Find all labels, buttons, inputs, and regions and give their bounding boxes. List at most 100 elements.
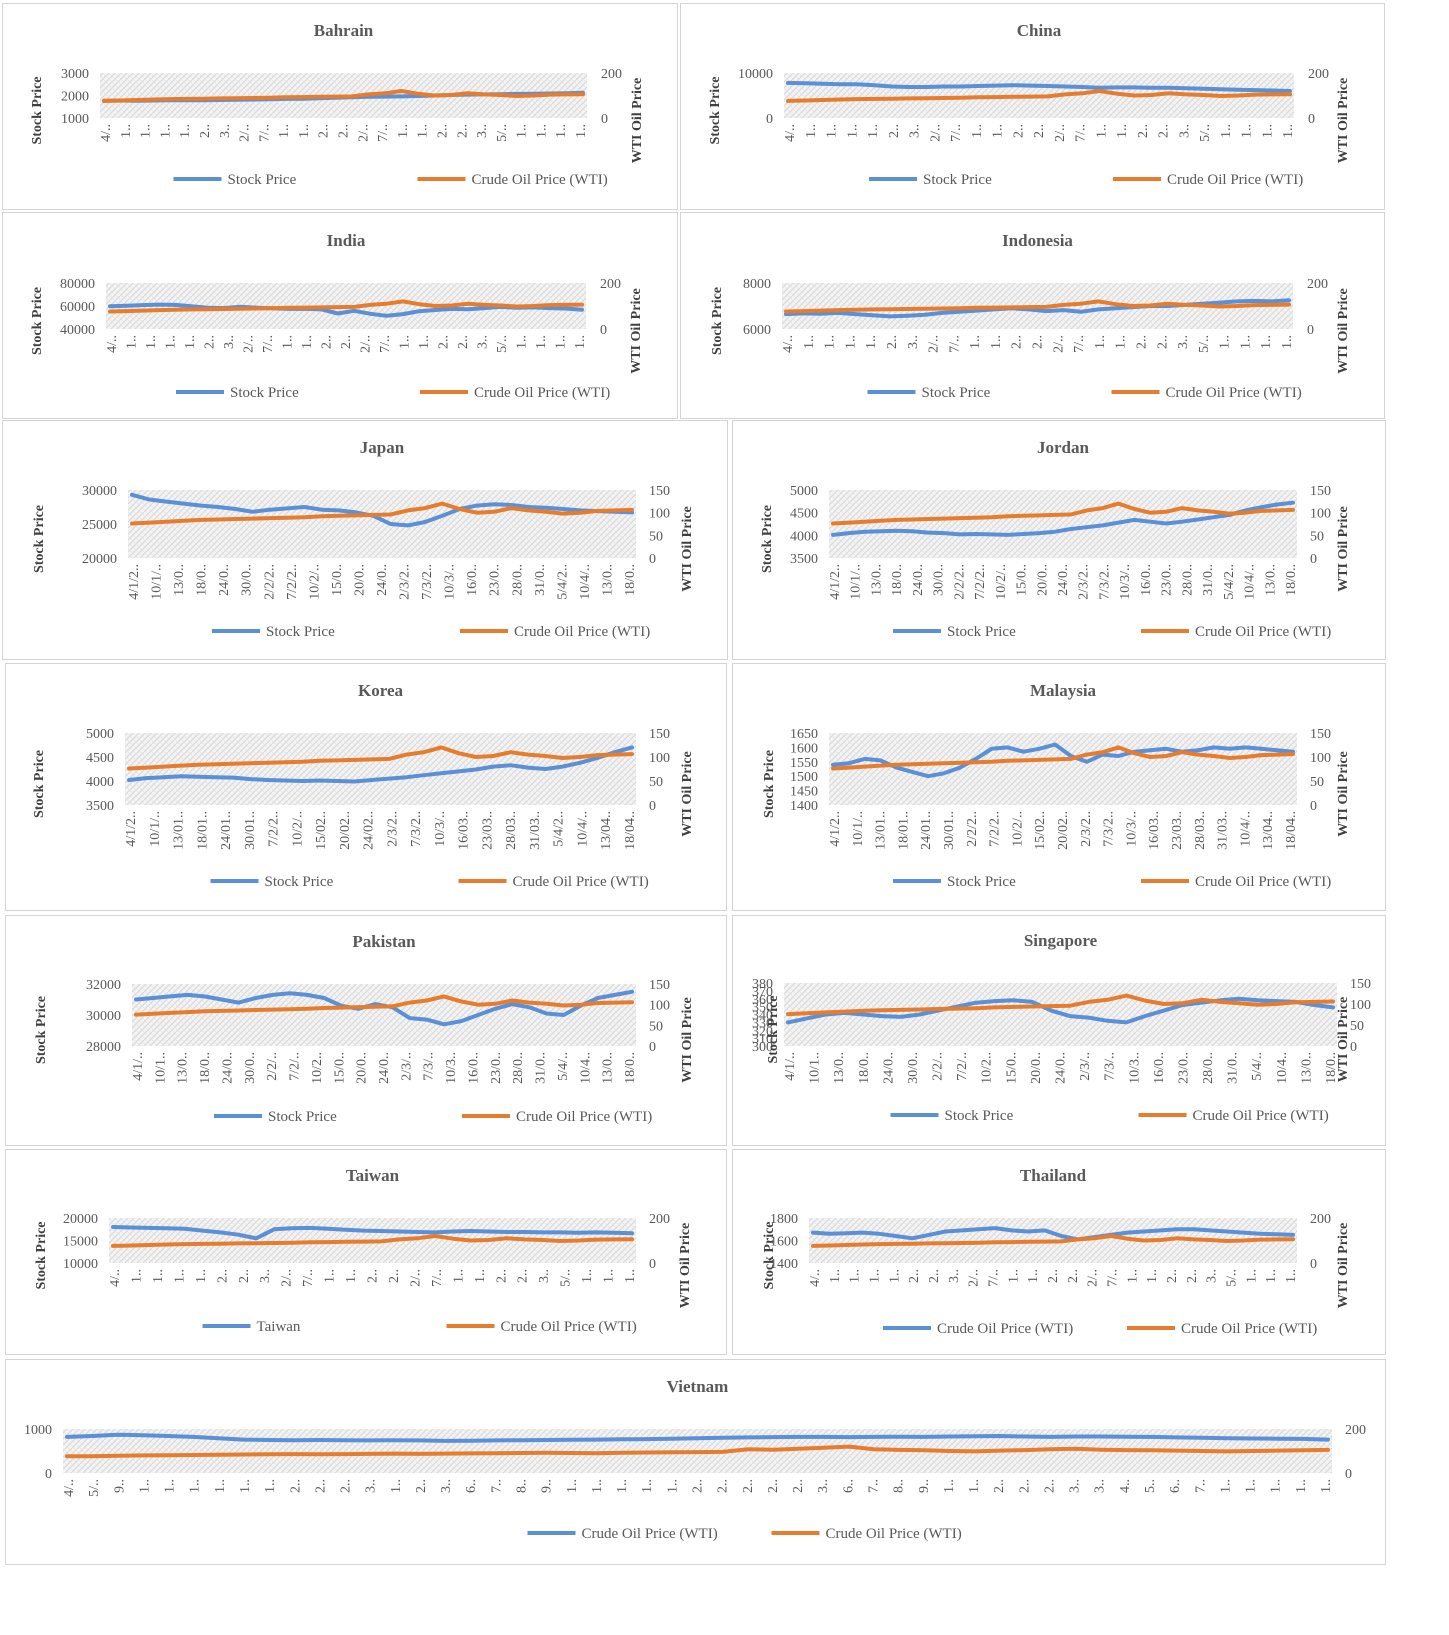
x-tick-label: 1.. xyxy=(970,124,985,138)
series-line-oil xyxy=(811,1234,1295,1248)
x-tick-label: 10/2/.. xyxy=(290,811,305,847)
y-tick-label: 320 xyxy=(752,1024,773,1039)
y-tick-label: 40000 xyxy=(60,323,95,338)
x-tick-label: 1.. xyxy=(554,335,569,349)
x-tick-label: 2.. xyxy=(887,124,902,138)
x-tick-label: 1.. xyxy=(417,335,432,349)
x-tick-label: 10/4.. xyxy=(1275,1052,1290,1084)
y2-tick-label: 150 xyxy=(649,484,670,499)
x-tick-label: 1.. xyxy=(1145,1269,1160,1283)
series-line-oil xyxy=(65,1444,1330,1459)
y2-axis-title: WTI Oil Price xyxy=(1336,288,1351,374)
x-tick-label: 5/.. xyxy=(1225,1269,1240,1287)
x-tick-label: 6.. xyxy=(1168,1479,1183,1493)
x-tick-label: 2/.. xyxy=(408,1269,423,1287)
chart-svg: Indonesia 6000 8000 0 200 Stock Price WTI Oil … xyxy=(710,231,1351,401)
x-tick-label: 18/01.. xyxy=(896,811,911,850)
y2-tick-label: 150 xyxy=(1350,977,1371,992)
series-line-oil xyxy=(130,501,634,526)
x-tick-label: 16/0.. xyxy=(1152,1052,1167,1084)
chart-panel-china: China 0 10000 0 200 Stock Price WTI Oil Price 4… xyxy=(680,3,1385,210)
x-tick-label: 18/0.. xyxy=(195,564,210,596)
series-line-oil xyxy=(786,89,1292,103)
chart-title: Indonesia xyxy=(1002,231,1073,250)
y-tick-label: 1450 xyxy=(790,785,818,800)
legend-label: Crude Oil Price (WTI) xyxy=(474,385,610,401)
x-tick-label: 2/2/.. xyxy=(931,1052,946,1081)
x-tick-label: 2.. xyxy=(317,124,332,138)
x-tick-label: 1.. xyxy=(866,124,881,138)
x-tick-label: 1.. xyxy=(183,335,198,349)
x-tick-label: 2/.. xyxy=(359,335,374,353)
x-tick-label: 7/3/2.. xyxy=(1102,811,1117,847)
x-tick-label: 6.. xyxy=(464,1479,479,1493)
x-tick-label: 1.. xyxy=(263,1479,278,1493)
x-tick-label: 5/4/2.. xyxy=(552,811,567,847)
x-tick-label: 28/0.. xyxy=(511,1052,526,1084)
legend-label: Crude Oil Price (WTI) xyxy=(937,1321,1073,1337)
y-tick-label: 3500 xyxy=(790,552,818,567)
series-line-stock xyxy=(786,80,1292,93)
x-tick-label: 30/01.. xyxy=(243,811,258,850)
x-tick-label: 1.. xyxy=(158,124,173,138)
x-tick-label: 10/4/.. xyxy=(575,811,590,847)
y-tick-label: 20000 xyxy=(63,1212,98,1227)
x-tick-label: 1.. xyxy=(864,335,879,349)
x-tick-label: 2/3/2.. xyxy=(398,564,413,600)
y2-tick-label: 50 xyxy=(649,529,663,544)
x-tick-label: 2.. xyxy=(455,124,470,138)
x-tick-label: 2.. xyxy=(494,1269,509,1283)
x-tick-label: 7/2/2.. xyxy=(988,811,1003,847)
x-tick-label: 18/0.. xyxy=(1284,564,1299,596)
chart-title: India xyxy=(327,231,366,250)
x-tick-label: 7/3/2.. xyxy=(1097,564,1112,600)
x-tick-label: 1.. xyxy=(1115,124,1130,138)
chart-title: Bahrain xyxy=(314,21,374,40)
x-tick-label: 1.. xyxy=(1093,335,1108,349)
x-tick-label: 15/0.. xyxy=(332,1052,347,1084)
y-tick-label: 8000 xyxy=(743,277,771,292)
chart-panel-vietnam: Vietnam 0 1000 0 200 4/.. 5/.. 9.. 1.. 1.. 1.. 1.. 1… xyxy=(5,1359,1386,1565)
y2-tick-label: 0 xyxy=(601,112,608,127)
x-tick-label: 2/3/.. xyxy=(399,1052,414,1081)
x-tick-label: 1.. xyxy=(1244,1479,1259,1493)
series-line-stock xyxy=(65,1432,1330,1443)
x-tick-label: 18/0.. xyxy=(623,564,638,596)
legend-label: Stock Price xyxy=(266,624,335,640)
x-tick-label: 1.. xyxy=(665,1479,680,1493)
chart-title: Malaysia xyxy=(1030,681,1097,700)
x-tick-label: 24/0.. xyxy=(375,564,390,596)
x-tick-label: 3.. xyxy=(218,124,233,138)
y2-tick-label: 200 xyxy=(601,67,622,82)
x-tick-label: 15/02.. xyxy=(314,811,329,850)
y-tick-label: 80000 xyxy=(60,277,95,292)
x-tick-label: 1.. xyxy=(1269,1479,1284,1493)
x-tick-label: 1.. xyxy=(534,335,549,349)
x-tick-label: 1.. xyxy=(396,124,411,138)
x-tick-label: 2.. xyxy=(414,1479,429,1493)
x-tick-label: 2.. xyxy=(1032,124,1047,138)
x-tick-label: 7/.. xyxy=(1106,1269,1121,1287)
legend-label: Stock Price xyxy=(268,1109,337,1125)
x-tick-label: 1.. xyxy=(825,124,840,138)
x-tick-label: 13/0.. xyxy=(176,1052,191,1084)
x-tick-label: 1.. xyxy=(967,1479,982,1493)
x-tick-label: 16/0.. xyxy=(465,564,480,596)
x-tick-label: 1.. xyxy=(129,1269,144,1283)
y-axis-title: Stock Price xyxy=(34,996,49,1064)
x-tick-label: 3.. xyxy=(1176,335,1191,349)
x-tick-label: 5/.. xyxy=(87,1479,102,1497)
legend-label: Stock Price xyxy=(265,874,334,890)
x-tick-label: 1.. xyxy=(640,1479,655,1493)
x-tick-label: 1.. xyxy=(845,124,860,138)
y2-tick-label: 100 xyxy=(1310,507,1331,522)
chart-svg: Taiwan 10000 15000 20000 0 200 Stock Price WTI … xyxy=(34,1166,693,1335)
x-tick-label: 3.. xyxy=(537,1269,552,1283)
x-tick-label: 20/0.. xyxy=(355,1052,370,1084)
chart-title: Pakistan xyxy=(352,932,416,951)
x-tick-label: 30/01.. xyxy=(942,811,957,850)
y2-tick-label: 50 xyxy=(1350,1019,1364,1034)
x-tick-label: 13/01.. xyxy=(172,811,187,850)
x-tick-label: 10/4/.. xyxy=(578,564,593,600)
series-line-stock xyxy=(831,500,1295,537)
